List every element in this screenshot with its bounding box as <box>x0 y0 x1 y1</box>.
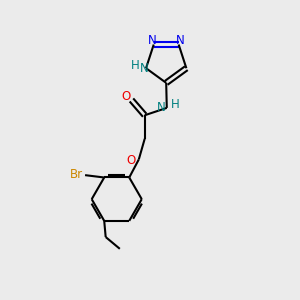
Text: N: N <box>176 34 184 47</box>
Text: N: N <box>157 101 166 114</box>
Text: N: N <box>148 34 157 47</box>
Text: O: O <box>126 154 135 167</box>
Text: Br: Br <box>70 168 83 181</box>
Text: O: O <box>121 91 130 103</box>
Text: H: H <box>171 98 179 111</box>
Text: H: H <box>130 59 139 72</box>
Text: N: N <box>140 62 149 75</box>
